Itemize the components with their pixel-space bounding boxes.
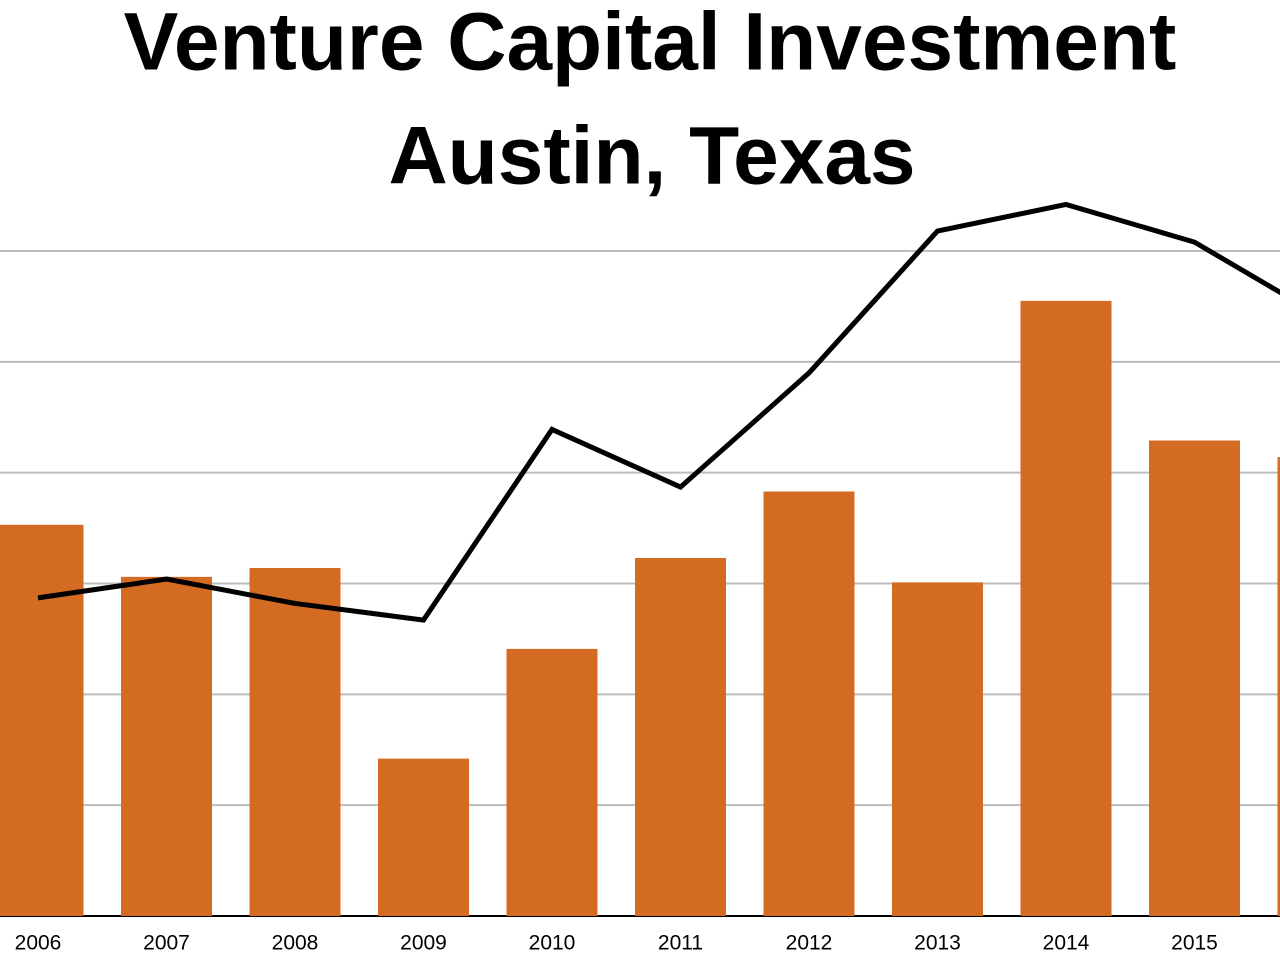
bar [892, 582, 983, 916]
chart-title: Venture Capital Investment [124, 0, 1177, 88]
bar [378, 758, 469, 916]
bar [763, 491, 855, 916]
bar [1149, 440, 1240, 916]
x-tick-label: 2008 [272, 932, 319, 955]
lines [37, 201, 1280, 623]
bar [1277, 457, 1280, 916]
bar [121, 576, 212, 916]
line [37, 201, 1280, 623]
bars [0, 300, 1280, 916]
bar [506, 648, 598, 916]
x-tick-label: 2006 [15, 932, 62, 955]
chart-title: Austin, Texas [388, 111, 915, 202]
x-tick-label: 2009 [400, 932, 447, 955]
x-tick-label: 2012 [786, 932, 833, 955]
bar [1020, 300, 1112, 916]
x-tick-label: 2015 [1171, 932, 1218, 955]
x-tick-label: 2014 [1043, 932, 1090, 955]
bar [249, 567, 341, 916]
x-tick-label: 2011 [658, 932, 703, 955]
x-tick-label: 2007 [143, 932, 190, 955]
x-tick-label: 2013 [914, 932, 961, 955]
labels: 2006 2007 2008 2009 2010 2011 2012 2013 2014 2015 [15, 932, 1218, 955]
bar [0, 524, 84, 916]
x-tick-label: 2010 [529, 932, 576, 955]
bar [635, 558, 726, 916]
